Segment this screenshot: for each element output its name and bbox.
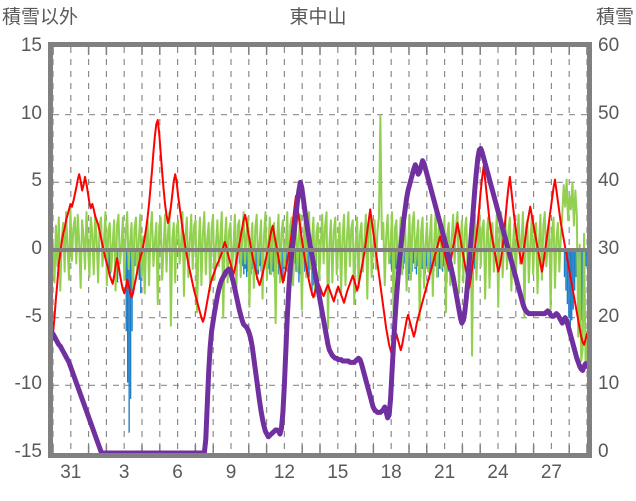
blue-bar [243, 250, 245, 275]
blue-bar [311, 250, 313, 297]
x-tick-9: 9 [225, 462, 237, 483]
blue-bar [434, 250, 437, 267]
blue-bar [131, 250, 133, 332]
blue-bar [245, 250, 248, 278]
blue-bar [272, 250, 274, 272]
blue-bar [125, 250, 127, 332]
blue-bar [129, 250, 132, 399]
blue-bar [134, 250, 136, 267]
green-line [53, 115, 587, 368]
x-tick-21: 21 [434, 462, 456, 483]
blue-bar [572, 250, 574, 310]
blue-bar [568, 250, 570, 318]
blue-bar [566, 250, 569, 305]
y-tick-left--5: -5 [25, 305, 42, 327]
x-tick-3: 3 [118, 462, 130, 483]
blue-bar [256, 250, 258, 280]
y-tick-right-10: 10 [598, 373, 620, 395]
blue-bar [585, 250, 587, 267]
blue-bar [430, 250, 432, 269]
x-tick-24: 24 [487, 462, 509, 483]
left-axis-title: 積雪以外 [2, 7, 79, 28]
blue-bar [259, 250, 261, 267]
plot-area [48, 42, 592, 458]
y-tick-left-0: 0 [31, 238, 42, 259]
blue-bar [308, 250, 310, 278]
blue-bar [412, 250, 415, 264]
x-tick-6: 6 [172, 462, 183, 483]
y-tick-left--15: -15 [14, 441, 42, 462]
blue-bar [128, 250, 130, 433]
y-tick-right-0: 0 [598, 441, 609, 462]
blue-bar [108, 250, 110, 269]
y-tick-right-20: 20 [598, 305, 620, 327]
x-tick-27: 27 [540, 462, 562, 483]
y-tick-left-15: 15 [20, 35, 42, 56]
blue-bar [295, 250, 297, 272]
blue-bar [473, 250, 476, 269]
blue-bar [116, 250, 119, 283]
blue-bar [395, 250, 397, 269]
blue-bar [565, 250, 567, 291]
y-tick-left--10: -10 [14, 373, 42, 395]
blue-bar [127, 250, 129, 383]
blue-bar [306, 250, 309, 275]
blue-bar [563, 250, 566, 278]
purple-line [53, 146, 587, 453]
y-tick-right-50: 50 [598, 102, 620, 124]
y-tick-left-10: 10 [20, 102, 42, 124]
x-tick-12: 12 [273, 462, 295, 483]
chart-title: 東中山 [289, 7, 347, 28]
blue-bar [408, 250, 410, 275]
blue-bar [298, 250, 300, 283]
chart-svg [53, 47, 587, 453]
blue-bar [573, 250, 576, 291]
y-tick-right-60: 60 [598, 35, 620, 56]
blue-bar [269, 250, 271, 275]
x-tick-31: 31 [60, 462, 82, 483]
blue-bar [581, 250, 583, 321]
x-tick-15: 15 [327, 462, 349, 483]
plot-inner [53, 47, 587, 453]
blue-bar [275, 250, 277, 269]
right-axis-title: 積雪 [595, 7, 634, 28]
y-tick-right-30: 30 [598, 238, 620, 259]
blue-bar [421, 250, 423, 269]
x-tick-18: 18 [380, 462, 402, 483]
y-tick-left-5: 5 [31, 170, 42, 192]
blue-bar [569, 250, 571, 326]
y-tick-right-40: 40 [598, 170, 620, 192]
blue-bar [438, 250, 441, 269]
blue-bar [575, 250, 577, 278]
blue-bar [425, 250, 428, 267]
blue-bar [282, 250, 284, 280]
